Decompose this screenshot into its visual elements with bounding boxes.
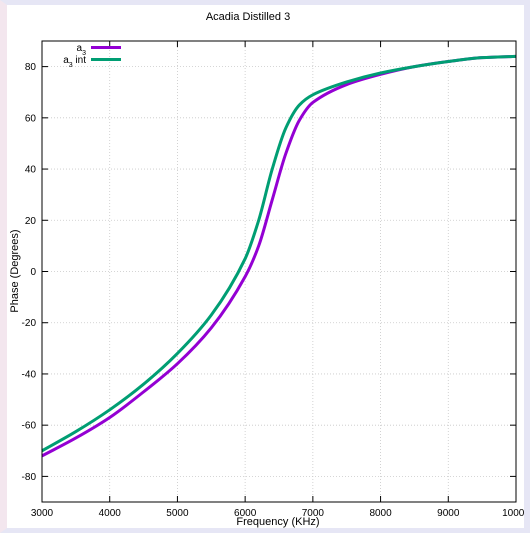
x-tick-label: 3000 bbox=[31, 508, 54, 519]
x-tick-label: 4000 bbox=[99, 508, 122, 519]
x-tick-label: 9000 bbox=[437, 508, 460, 519]
grid-lines bbox=[41, 41, 517, 502]
x-tick-label: 7000 bbox=[302, 508, 325, 519]
y-tick-label: -60 bbox=[22, 421, 37, 432]
x-tick-label: 8000 bbox=[369, 508, 392, 519]
y-tick-label: 40 bbox=[25, 165, 37, 176]
plot-border bbox=[41, 40, 517, 503]
y-axis-label: Phase (Degrees) bbox=[9, 229, 21, 312]
x-tick-label: 5000 bbox=[166, 508, 189, 519]
phase-chart: Acadia Distilled 3 3000 4000 5000 6000 7000 8… bbox=[9, 11, 530, 528]
series-line-1 bbox=[41, 54, 517, 458]
y-tick-label: 60 bbox=[25, 113, 37, 124]
x-axis-label: Frequency (KHz) bbox=[236, 516, 319, 528]
legend-label-1: a3 bbox=[77, 43, 87, 57]
series-lines bbox=[41, 54, 517, 458]
legend-label-2: a3 int bbox=[63, 55, 86, 69]
axis-ticks bbox=[41, 41, 517, 502]
y-tick-label: 0 bbox=[30, 267, 36, 278]
x-tick-labels: 3000 4000 5000 6000 7000 8000 9000 10000 bbox=[31, 508, 530, 519]
y-tick-label: 80 bbox=[25, 62, 37, 73]
x-tick-label: 10000 bbox=[502, 508, 524, 519]
y-tick-label: 20 bbox=[25, 216, 37, 227]
y-tick-label: -80 bbox=[22, 472, 37, 483]
series-line-2 bbox=[41, 54, 517, 453]
x-tick-label: 6000 bbox=[234, 508, 257, 519]
chart-title: Acadia Distilled 3 bbox=[206, 11, 290, 23]
y-tick-label: -40 bbox=[22, 369, 37, 380]
y-tick-labels: -80 -60 -40 -20 0 20 40 60 80 bbox=[22, 62, 37, 483]
y-tick-label: -20 bbox=[22, 318, 37, 329]
